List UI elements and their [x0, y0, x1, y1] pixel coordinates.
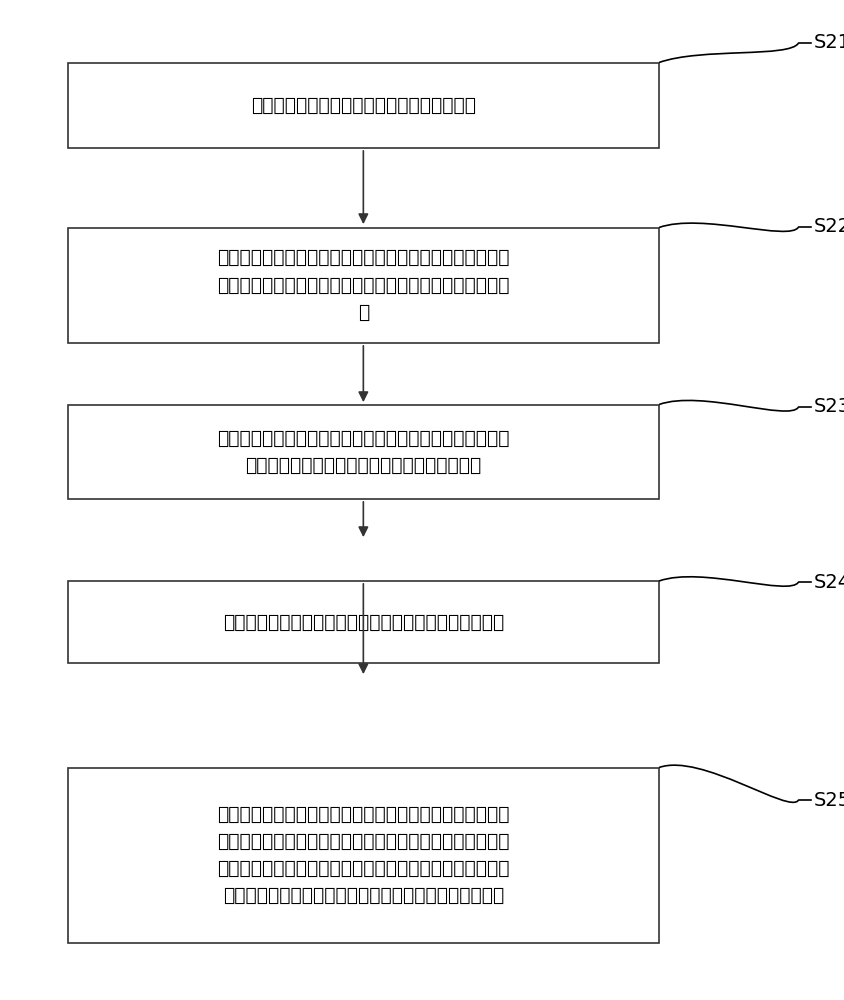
Text: S250: S250 — [813, 790, 844, 810]
Text: S240: S240 — [813, 572, 844, 591]
Text: S230: S230 — [813, 397, 844, 416]
Bar — [68, 62, 658, 147]
Text: 根据逆运动学方程，确定所述冗余机械臂从当前点移动到目
标点的运动轨迹对应的优化目标函数和约束条件: 根据逆运动学方程，确定所述冗余机械臂从当前点移动到目 标点的运动轨迹对应的优化目… — [217, 429, 509, 475]
Bar — [68, 768, 658, 942]
Bar — [68, 404, 658, 499]
Text: 以冗余度空间向量为自变量建立所述轨迹函数对应的方程: 以冗余度空间向量为自变量建立所述轨迹函数对应的方程 — [223, 612, 503, 632]
Bar — [68, 228, 658, 342]
Text: 获取所述冗余机械臂末端在所述目标点的速度: 获取所述冗余机械臂末端在所述目标点的速度 — [251, 96, 475, 114]
Text: S210: S210 — [813, 33, 844, 52]
Text: S220: S220 — [813, 218, 844, 236]
Text: 根据所述冗余机械臂末端在所述目标点的速度将所述冗余机
械臂的关节角、关节角速度和关节角加速度映射到冗余度空
间: 根据所述冗余机械臂末端在所述目标点的速度将所述冗余机 械臂的关节角、关节角速度和… — [217, 248, 509, 322]
Bar — [68, 581, 658, 663]
Text: 在冗余度空间中，根据优化目标函数、与优化目标对应的最
小目标值、对应的约束条件和预设的加权系数，通过辅助向
量和单目标优化算法求解所述轨迹函数对应的方程，得到所: 在冗余度空间中，根据优化目标函数、与优化目标对应的最 小目标值、对应的约束条件和… — [217, 805, 509, 905]
